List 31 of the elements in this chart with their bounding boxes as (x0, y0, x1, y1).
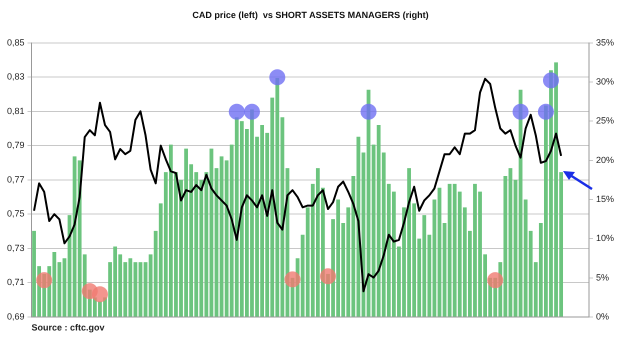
y-tick-label: 0,83 (6, 72, 25, 82)
y-tick-label: 0,69 (6, 311, 25, 322)
y2-tick-label: 5% (596, 272, 609, 282)
y2-tick-label: 10% (596, 233, 614, 244)
point (269, 69, 286, 86)
y-tick-label: 0,85 (6, 37, 25, 48)
source-note: Source : cftc.gov (32, 322, 105, 332)
point (320, 268, 336, 284)
point (284, 271, 301, 288)
point (92, 286, 108, 302)
y-tick-label: 0,73 (6, 242, 25, 253)
y-tick-label: 0,71 (6, 277, 25, 288)
y2-tick-label: 30% (596, 76, 614, 86)
y-tick-label: 0,77 (6, 174, 25, 184)
y2-tick-label: 35% (596, 37, 614, 48)
point (228, 104, 245, 120)
y-tick-label: 0,81 (6, 106, 25, 116)
point (360, 104, 377, 120)
y2-tick-label: 20% (596, 154, 614, 165)
chart-title: CAD price (left) vs SHORT ASSETS MANAGERS (right) (192, 10, 429, 20)
y-tick-label: 0,79 (6, 140, 25, 150)
point (538, 104, 554, 120)
y2-tick-label: 15% (596, 194, 614, 204)
y2-tick-label: 25% (596, 116, 614, 126)
point (542, 72, 559, 88)
point (244, 104, 260, 120)
point (487, 272, 504, 288)
point (512, 104, 529, 120)
point (36, 272, 52, 288)
y2-tick-label: 0% (596, 311, 609, 322)
y-tick-label: 0,75 (6, 208, 25, 219)
